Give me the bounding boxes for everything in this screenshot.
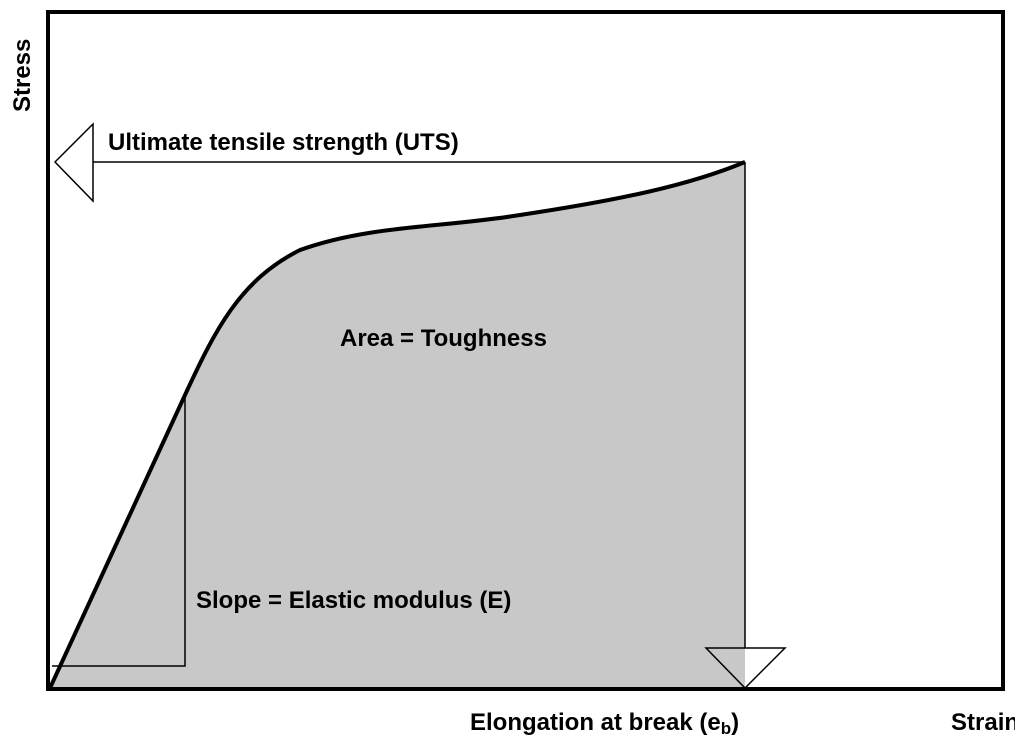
toughness-label: Area = Toughness [340,325,547,352]
frame [46,10,1005,691]
elongation-subscript: b [721,719,731,738]
y-axis-label: Stress [9,39,36,112]
toughness-area [50,162,745,688]
uts-arrowhead [53,122,94,203]
stress-strain-curve [48,160,746,689]
elongation-arrowhead [704,647,787,690]
elongation-label: Elongation at break (eb) [470,709,739,738]
elongation-suffix: ) [731,709,739,736]
x-axis-label: Strain [951,709,1015,736]
modulus-label: Slope = Elastic modulus (E) [196,587,511,614]
uts-label: Ultimate tensile strength (UTS) [108,129,459,156]
slope-triangle [52,395,186,667]
elongation-text: Elongation at break (e [470,709,721,736]
